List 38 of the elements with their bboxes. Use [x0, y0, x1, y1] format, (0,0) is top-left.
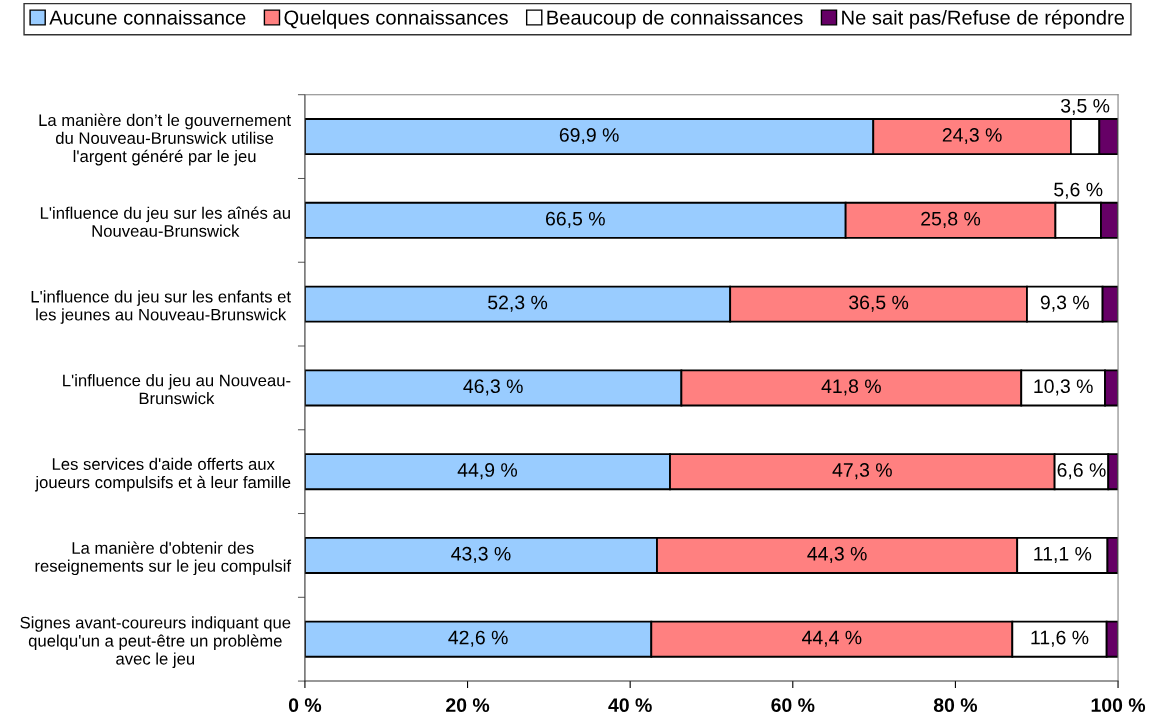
data-label: 66,5 %	[546, 211, 605, 228]
y-tick-label: Les services d'aide offerts aux joueurs compulsifs et à leur famille	[34, 457, 291, 492]
y-tick-label: Signes avant-coureurs indiquant que quelqu'un a peut-être un problème avec le jeu	[20, 616, 291, 668]
data-label: 24,3 %	[942, 128, 1002, 145]
x-tick-label: 0 %	[288, 698, 322, 713]
y-tick-label: L'influence du jeu sur les enfants et les jeunes au Nouveau-Brunswick	[31, 290, 291, 324]
data-label: 6,6 %	[1057, 463, 1106, 480]
data-label: 42,6 %	[448, 630, 508, 647]
y-tick-label: L'influence du jeu au Nouveau- Brunswick	[63, 374, 291, 405]
data-label: 11,1 %	[1034, 546, 1092, 563]
data-label: 5,6 %	[1054, 182, 1103, 199]
x-tick-label: 100 %	[1091, 698, 1146, 713]
data-label: 52,3 %	[488, 295, 548, 312]
x-tick-label: 60 %	[771, 698, 815, 713]
x-tick-label: 20 %	[446, 698, 490, 713]
legend-label: Beaucoup de connaissances	[547, 9, 803, 29]
data-label: 36,5 %	[849, 295, 909, 312]
data-label: 47,3 %	[832, 463, 892, 480]
y-tick-label: L'influence du jeu sur les aînés au Nouveau-Brunswick	[40, 206, 290, 237]
data-label: 25,8 %	[921, 211, 981, 228]
data-label: 9,3 %	[1040, 295, 1089, 312]
y-tick-label: La manière don’t le gouvernement du Nouveau-Brunswick utilise l'argent généré par le jeu	[39, 113, 291, 166]
data-label: 44,4 %	[802, 630, 862, 647]
data-label: 41,8 %	[821, 379, 881, 396]
x-tick-label: 80 %	[933, 698, 978, 713]
legend-label: Ne sait pas/Refuse de répondre	[842, 9, 1125, 29]
data-label: 69,9 %	[559, 128, 619, 145]
legend-label: Aucune connaissance	[49, 9, 246, 25]
x-tick-label: 40 %	[608, 698, 652, 713]
data-label: 44,9 %	[457, 463, 518, 480]
legend-label: Quelques connaissances	[284, 9, 508, 29]
data-label: 11,6 %	[1031, 630, 1089, 647]
data-label: 10,3 %	[1034, 379, 1093, 396]
data-label: 44,3 %	[807, 546, 867, 563]
data-label: 43,3 %	[451, 546, 511, 563]
data-label: 46,3 %	[463, 379, 523, 396]
data-label: 3,5 %	[1060, 98, 1110, 115]
y-tick-label: La manière d'obtenir des reseignements sur le jeu compulsif	[35, 541, 292, 576]
